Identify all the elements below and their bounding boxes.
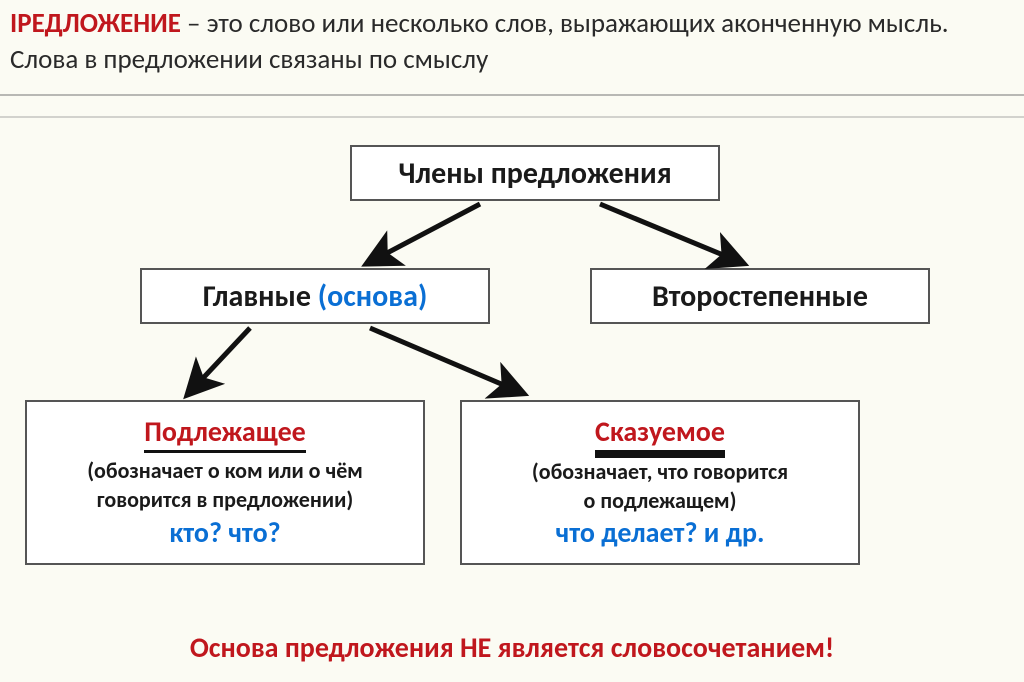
divider-bottom	[0, 116, 1024, 118]
node-podlezhashchee: Подлежащее (обозначает о ком или о чём г…	[25, 400, 425, 565]
arrows-layer	[0, 0, 1024, 682]
predicate-desc-1: (обозначает, что говорится	[470, 458, 850, 487]
subject-desc-1: (обозначает о ком или о чём	[35, 457, 415, 486]
node-skazuemoe: Сказуемое (обозначает, что говорится о п…	[460, 400, 860, 565]
subject-heading: Подлежащее	[144, 414, 306, 453]
footer-note: Основа предложения НЕ является словосоче…	[0, 630, 1024, 665]
node-root-label: Члены предложения	[360, 155, 710, 192]
definition-text: IРЕДЛОЖЕНИЕ – это слово или несколько сл…	[0, 0, 1024, 79]
node-vtorostepennye: Второстепенные	[590, 268, 930, 324]
node-left-label: Главные (основа)	[150, 278, 480, 315]
arrow-left-to-subject	[190, 328, 250, 392]
predicate-questions: что делает? и др.	[470, 515, 850, 551]
arrow-root-to-left	[370, 204, 480, 262]
node-chleny-predlozheniya: Члены предложения	[350, 145, 720, 201]
predicate-desc-2: о подлежащем)	[470, 487, 850, 516]
node-glavnye: Главные (основа)	[140, 268, 490, 324]
node-right-label: Второстепенные	[600, 278, 920, 315]
arrow-left-to-predicate	[370, 328, 520, 392]
divider-top	[0, 94, 1024, 96]
definition-highlight: IРЕДЛОЖЕНИЕ	[10, 7, 181, 40]
subject-questions: кто? что?	[35, 515, 415, 551]
predicate-heading: Сказуемое	[595, 414, 725, 453]
arrow-root-to-right	[600, 204, 740, 262]
subject-desc-2: говорится в предложении)	[35, 486, 415, 515]
